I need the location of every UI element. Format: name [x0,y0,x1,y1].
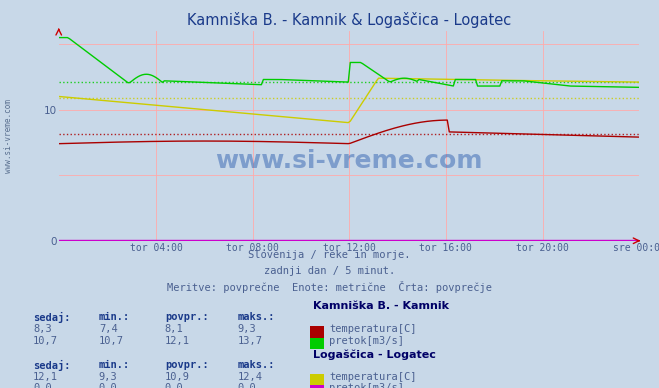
Text: sedaj:: sedaj: [33,360,71,371]
Text: 0,0: 0,0 [99,383,117,388]
Text: pretok[m3/s]: pretok[m3/s] [330,336,405,346]
Text: www.si-vreme.com: www.si-vreme.com [215,149,483,173]
Text: 0,0: 0,0 [165,383,183,388]
Text: 10,9: 10,9 [165,372,190,382]
Text: Logaščica - Logatec: Logaščica - Logatec [313,349,436,360]
Title: Kamniška B. - Kamnik & Logaščica - Logatec: Kamniška B. - Kamnik & Logaščica - Logat… [187,12,511,28]
Text: temperatura[C]: temperatura[C] [330,324,417,334]
Text: min.:: min.: [99,312,130,322]
Text: pretok[m3/s]: pretok[m3/s] [330,383,405,388]
Text: temperatura[C]: temperatura[C] [330,372,417,382]
Text: 0,0: 0,0 [237,383,256,388]
Text: Meritve: povprečne  Enote: metrične  Črta: povprečje: Meritve: povprečne Enote: metrične Črta:… [167,281,492,293]
Text: zadnji dan / 5 minut.: zadnji dan / 5 minut. [264,266,395,276]
Text: www.si-vreme.com: www.si-vreme.com [4,99,13,173]
Text: maks.:: maks.: [237,360,275,370]
Text: 12,4: 12,4 [237,372,262,382]
Text: 13,7: 13,7 [237,336,262,346]
Text: 12,1: 12,1 [165,336,190,346]
Text: 10,7: 10,7 [33,336,58,346]
Text: maks.:: maks.: [237,312,275,322]
Text: Slovenija / reke in morje.: Slovenija / reke in morje. [248,250,411,260]
Text: 8,1: 8,1 [165,324,183,334]
Text: min.:: min.: [99,360,130,370]
Text: 9,3: 9,3 [237,324,256,334]
Text: 12,1: 12,1 [33,372,58,382]
Text: povpr.:: povpr.: [165,312,208,322]
Text: 8,3: 8,3 [33,324,51,334]
Text: povpr.:: povpr.: [165,360,208,370]
Text: 9,3: 9,3 [99,372,117,382]
Text: sedaj:: sedaj: [33,312,71,323]
Text: 10,7: 10,7 [99,336,124,346]
Text: 7,4: 7,4 [99,324,117,334]
Text: Kamniška B. - Kamnik: Kamniška B. - Kamnik [313,301,449,311]
Text: 0,0: 0,0 [33,383,51,388]
